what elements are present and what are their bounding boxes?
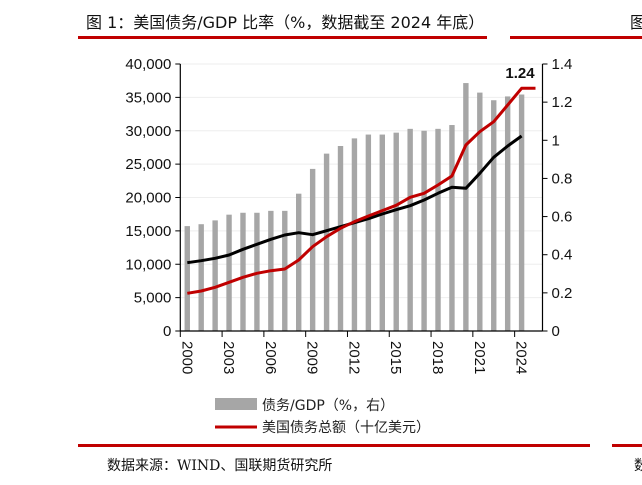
bar-2009 (309, 168, 316, 331)
left-axis-tick-label: 10,000 (125, 256, 171, 273)
left-axis-tick-label: 35,000 (125, 89, 171, 106)
left-axis-tick-label: 0 (163, 323, 171, 340)
bar-2016 (407, 128, 413, 331)
right-axis-tick-label: 0.2 (552, 285, 573, 302)
x-axis-tick-label: 2018 (429, 341, 446, 374)
x-axis-tick-label: 2024 (513, 341, 530, 374)
bar-2008 (296, 193, 302, 331)
bar-2010 (323, 153, 330, 331)
bar-2002 (212, 220, 218, 331)
left-axis-tick-label: 5,000 (134, 290, 172, 307)
right-axis-tick-label: 1 (552, 132, 560, 149)
right-axis-tick-label: 1.4 (552, 56, 573, 73)
bar-2007 (282, 210, 288, 331)
left-axis-tick-label: 15,000 (125, 223, 171, 240)
left-axis-tick-label: 20,000 (125, 190, 171, 207)
title-underline (78, 36, 487, 39)
end-value-annotation: 1.24 (505, 65, 535, 82)
left-axis-tick-label: 40,000 (125, 56, 171, 73)
bar-2023 (504, 96, 511, 332)
chart-title: 图 1：美国债务/GDP 比率（%，数据截至 2024 年底） (86, 13, 485, 32)
bar-2022 (491, 100, 497, 331)
debt-total-line-series (187, 86, 536, 295)
bar-2003 (226, 214, 232, 331)
x-axis-tick-label: 2000 (178, 341, 195, 374)
x-axis-tick-label: 2003 (220, 341, 237, 374)
legend-line-label: 美国债务总额（十亿美元） (262, 420, 430, 436)
bar-2020 (463, 83, 469, 331)
bar-2000 (184, 226, 190, 331)
right-axis-tick-label: 0.6 (552, 209, 573, 226)
next-source-rule (612, 444, 642, 447)
bar-2004 (240, 212, 246, 331)
bar-2018 (435, 128, 441, 331)
x-axis-tick-label: 2009 (304, 341, 321, 374)
bar-2014 (379, 134, 385, 331)
left-axis-tick-label: 30,000 (125, 123, 171, 140)
right-axis-tick-label: 1.2 (552, 94, 573, 111)
bar-2013 (365, 134, 372, 331)
left-axis-tick-label: 25,000 (125, 156, 171, 173)
bar-2021 (477, 92, 483, 331)
legend-bar-swatch (215, 398, 257, 410)
right-axis-tick-label: 0 (552, 323, 560, 340)
next-title-underline (510, 36, 642, 39)
right-axis-tick-label: 0.8 (552, 170, 573, 187)
legend-bar-label: 债务/GDP（%，右） (262, 398, 394, 414)
x-axis-tick-label: 2006 (262, 341, 279, 374)
right-axis-tick-label: 0.4 (552, 247, 573, 264)
bar-2001 (198, 224, 204, 331)
bar-2012 (351, 138, 358, 331)
bar-2015 (393, 132, 399, 331)
next-source-fragment: 数 (634, 458, 642, 474)
next-chart-title-fragment: 图 (630, 13, 642, 32)
bar-2019 (449, 125, 455, 332)
x-axis-tick-label: 2012 (345, 341, 362, 374)
source-note: 数据来源：WIND、国联期货研究所 (107, 458, 333, 474)
source-rule (78, 444, 590, 447)
bar-2017 (421, 130, 427, 331)
bar-2024 (518, 94, 525, 331)
x-axis-tick-label: 2015 (387, 341, 404, 374)
bar-2011 (337, 146, 344, 331)
x-axis-tick-label: 2021 (471, 341, 488, 374)
